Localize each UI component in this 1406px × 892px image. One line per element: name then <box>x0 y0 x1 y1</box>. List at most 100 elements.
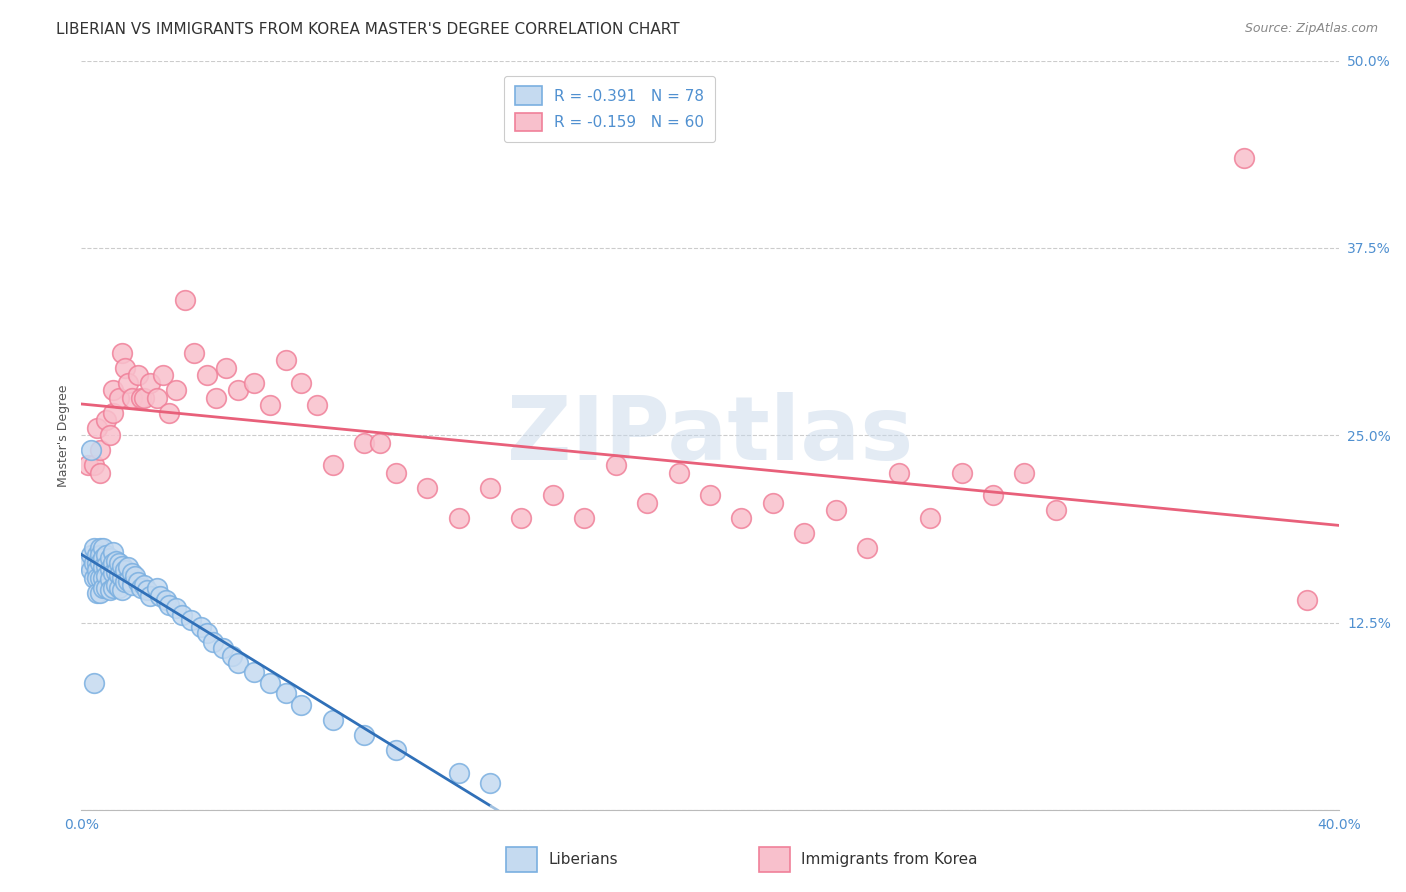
Point <box>353 728 375 742</box>
Point <box>699 488 721 502</box>
Point <box>574 510 596 524</box>
Point <box>111 346 134 360</box>
Point <box>541 488 564 502</box>
Point <box>96 569 118 583</box>
Point <box>76 556 98 570</box>
Point <box>83 571 105 585</box>
Point <box>83 458 105 473</box>
Y-axis label: Master's Degree: Master's Degree <box>58 384 70 487</box>
Point <box>195 368 218 383</box>
Point <box>211 641 233 656</box>
Point <box>80 563 103 577</box>
Point <box>117 574 139 588</box>
Point <box>307 398 329 412</box>
Point <box>145 581 167 595</box>
Point <box>165 384 187 398</box>
Point <box>157 598 180 612</box>
Point <box>89 548 111 562</box>
Point <box>139 589 162 603</box>
Point <box>136 582 159 597</box>
Point <box>510 510 533 524</box>
Point <box>155 593 177 607</box>
Point <box>111 582 134 597</box>
Point <box>101 406 124 420</box>
Point <box>149 589 172 603</box>
Point <box>86 421 108 435</box>
Point <box>114 360 136 375</box>
Point <box>290 698 312 713</box>
Point <box>950 466 973 480</box>
Point <box>195 626 218 640</box>
Point <box>228 384 250 398</box>
Point <box>856 541 879 555</box>
Point <box>101 384 124 398</box>
Point <box>228 656 250 670</box>
Point <box>101 566 124 581</box>
Point <box>636 496 658 510</box>
Point <box>114 575 136 590</box>
Text: Liberians: Liberians <box>548 853 619 867</box>
Point <box>384 743 406 757</box>
Point <box>121 566 143 581</box>
Text: LIBERIAN VS IMMIGRANTS FROM KOREA MASTER'S DEGREE CORRELATION CHART: LIBERIAN VS IMMIGRANTS FROM KOREA MASTER… <box>56 22 681 37</box>
Text: ZIPatlas: ZIPatlas <box>508 392 912 479</box>
Point <box>824 503 846 517</box>
Point <box>605 458 627 473</box>
Point <box>121 391 143 405</box>
Point <box>416 481 439 495</box>
Point <box>290 376 312 390</box>
Point <box>447 510 470 524</box>
Text: Source: ZipAtlas.com: Source: ZipAtlas.com <box>1244 22 1378 36</box>
Point <box>98 428 121 442</box>
Point <box>215 360 238 375</box>
Point <box>91 571 114 585</box>
Point <box>86 548 108 562</box>
Point <box>353 435 375 450</box>
Point <box>478 776 501 790</box>
Point <box>322 713 344 727</box>
Point <box>89 443 111 458</box>
Point <box>887 466 910 480</box>
Text: Immigrants from Korea: Immigrants from Korea <box>801 853 979 867</box>
Point <box>91 581 114 595</box>
Point <box>134 391 156 405</box>
Point <box>180 613 202 627</box>
Point <box>117 560 139 574</box>
Point <box>80 443 103 458</box>
Point <box>114 563 136 577</box>
Point <box>101 545 124 559</box>
Point <box>129 581 152 595</box>
Point <box>129 391 152 405</box>
Point <box>124 569 146 583</box>
Point <box>478 481 501 495</box>
Point <box>259 675 281 690</box>
Point <box>89 585 111 599</box>
Point <box>91 551 114 566</box>
Point <box>86 563 108 577</box>
Point <box>89 466 111 480</box>
Point <box>1233 151 1256 165</box>
Point <box>111 558 134 573</box>
Point <box>98 551 121 566</box>
Point <box>86 571 108 585</box>
Point <box>83 675 105 690</box>
Point <box>83 556 105 570</box>
Point <box>121 578 143 592</box>
Point <box>96 548 118 562</box>
Point <box>96 558 118 573</box>
Point <box>89 556 111 570</box>
Point <box>152 368 174 383</box>
Point <box>1296 593 1319 607</box>
Point <box>89 541 111 555</box>
Point <box>145 391 167 405</box>
Point <box>174 293 197 308</box>
Point <box>274 686 297 700</box>
Point <box>205 391 228 405</box>
Point <box>91 560 114 574</box>
Point <box>101 556 124 570</box>
Point <box>157 406 180 420</box>
Point <box>793 525 815 540</box>
Point <box>96 413 118 427</box>
Point <box>1014 466 1036 480</box>
Point <box>108 581 131 595</box>
